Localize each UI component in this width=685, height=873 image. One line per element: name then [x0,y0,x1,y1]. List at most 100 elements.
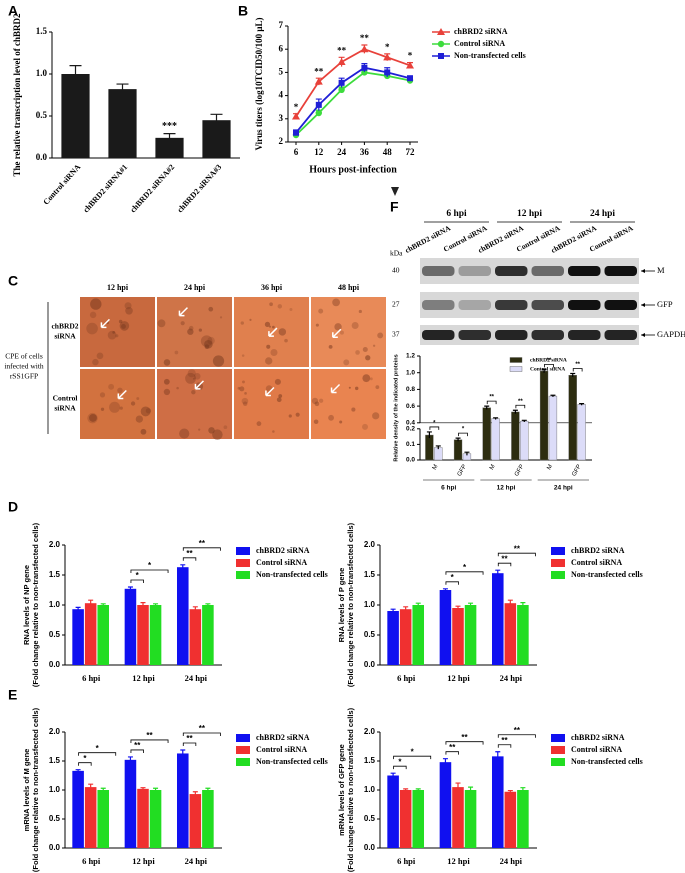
blot-band [568,266,601,276]
bar [453,439,463,461]
panel-label: F [390,199,399,215]
cell-spot [89,413,97,422]
bar [520,420,529,461]
data-point [338,86,345,94]
error-bar [512,409,518,414]
bar [539,370,549,461]
bar [124,588,137,665]
cell-spot [117,387,123,394]
bar [482,407,491,461]
significance: ** [186,549,193,558]
cell-spot [208,427,215,434]
x-tick-label: 6 [294,147,299,157]
legend-label: Control siRNA [571,558,622,567]
x-tick-label: 12 hpi [447,673,470,683]
cell-spot [241,354,245,357]
bar [412,790,425,848]
y-tick-label: 3 [279,113,284,123]
cell-spot [265,357,273,365]
bar [124,759,137,848]
x-tick-label: GFP [571,464,582,478]
cell-spot [100,407,105,411]
cell-spot [180,321,185,326]
cell-spot [109,401,121,413]
cell-spot [355,350,360,355]
cell-spot [121,324,126,329]
legend-swatch [509,357,523,363]
cell-spot [266,344,271,349]
legend-label: chBRD2 siRNA [256,546,310,555]
significance-bracket [130,579,144,583]
cell-spot [362,374,371,383]
y-tick-label: 2.0 [49,540,61,549]
y-tick-label: 1.5 [36,26,48,36]
cell-spot [125,306,133,315]
error-bar [455,782,461,792]
significance-bracket [458,432,468,437]
error-bar [205,603,211,607]
legend-swatch [551,547,565,555]
cell-spot [318,308,324,314]
error-bar [507,789,513,793]
significance: * [462,427,465,433]
x-tick-label: 6 hpi [397,673,416,683]
significance-bracket [130,749,144,753]
error-bar [153,603,159,607]
legend-swatch [551,746,565,754]
blot-band [422,300,455,310]
legend-label: Non-transfected cells [256,570,328,579]
significance-bracket [130,739,169,743]
bar [577,404,586,461]
bar [387,611,399,665]
error-bar [75,769,81,773]
cell-spot [124,302,132,310]
legend-label: Control siRNA [530,366,565,372]
significance: * [408,51,413,61]
x-tick-label: M [432,464,440,471]
significance-bracket [445,571,484,575]
cell-spot [288,414,292,418]
bar [137,605,149,665]
cell-spot [241,397,249,405]
error-bar [442,758,448,766]
significance: ** [337,45,347,55]
cell-spot [328,344,333,349]
cell-spot [191,389,196,395]
y-tick-label: 1.0 [406,369,415,376]
arrow [194,380,204,390]
error-bar [484,405,490,410]
cell-spot [92,358,99,366]
significance: ** [199,539,206,548]
bar [72,609,84,665]
error-bar [69,65,82,83]
bar [511,411,520,461]
band-label: M [657,265,665,275]
cell-spot [163,359,171,366]
blot-band [495,266,528,276]
y-axis-label: The relative transcription level of chBR… [12,13,22,177]
y-tick-label: 0.0 [49,843,61,852]
cell-spot [107,330,117,340]
cell-spot [108,383,115,390]
cell-spot [295,412,300,417]
x-tick-label: chBRD2 siRNA#3 [175,163,223,215]
bar [434,447,443,461]
error-bar [210,113,223,127]
significance: * [451,573,455,582]
cell-spot [270,348,278,357]
row-label: siRNA [54,404,76,413]
significance-bracket [515,404,526,409]
error-bar [390,608,396,613]
cell-spot [242,401,248,407]
error-bar [88,783,94,790]
bar [137,788,149,848]
size-marker: 37 [392,330,400,339]
blot-band [568,300,601,310]
error-bar [127,756,133,763]
significance: ** [146,731,153,740]
data-point [360,45,369,53]
band-arrowhead [641,333,645,337]
x-tick-label: 12 hpi [447,856,470,866]
x-tick-label: chBRD2 siRNA#1 [81,163,129,215]
significance-bracket [182,547,221,551]
